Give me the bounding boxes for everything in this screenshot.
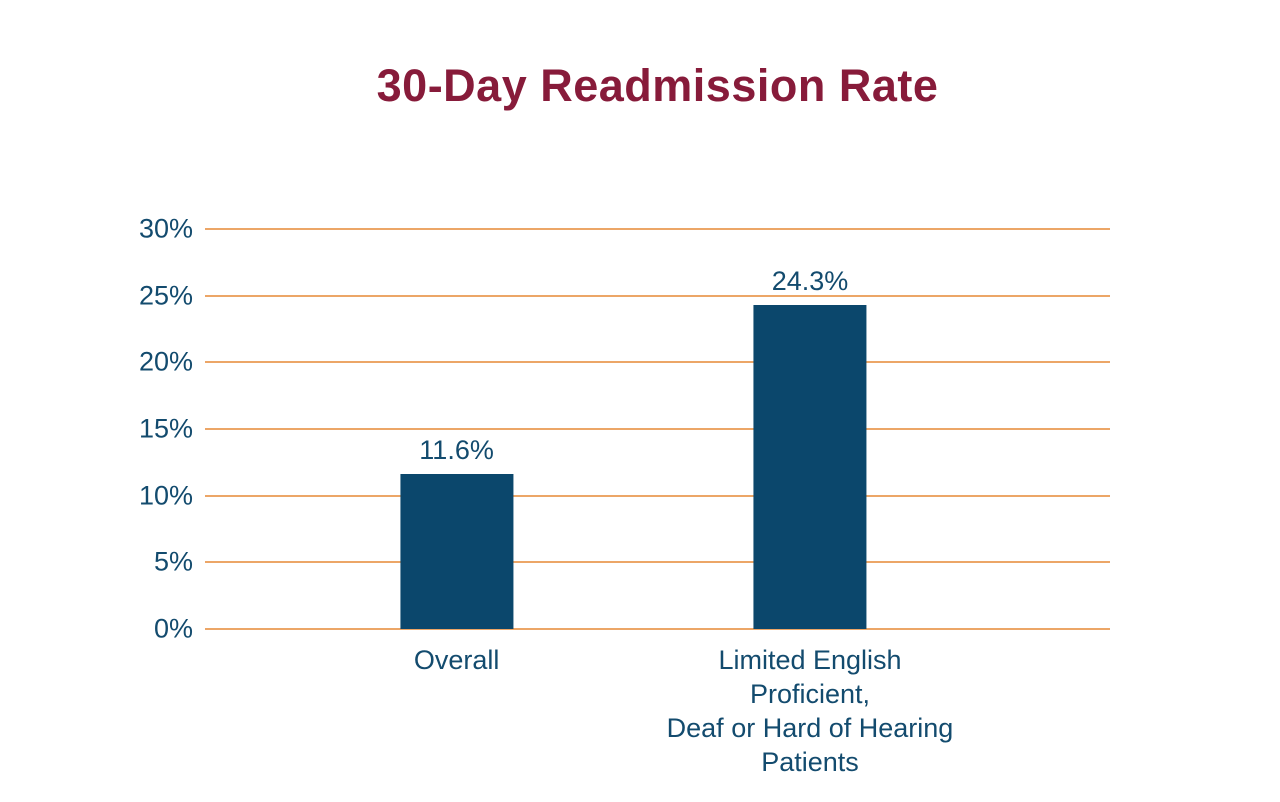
y-axis-tick-label-5%: 5% — [153, 546, 193, 577]
gridline-15%: 15% — [139, 414, 1110, 444]
gridline-10%: 10% — [139, 480, 1110, 510]
category-label-limited-english: Limited English Proficient, Deaf or Hard… — [666, 645, 954, 777]
plot-area: 0% 5% 10% 15% 20% 25% 30% 11.6% Overall 24.3% Limi… — [139, 214, 1110, 777]
y-axis-tick-label-0%: 0% — [153, 613, 193, 644]
y-axis-tick-label-15%: 15% — [138, 413, 193, 444]
gridline-30%: 30% — [139, 214, 1110, 244]
gridline-0%: 0% — [154, 614, 1110, 644]
gridline-25%: 25% — [139, 280, 1110, 310]
gridline-20%: 20% — [139, 347, 1110, 377]
bar-overall — [400, 474, 514, 629]
y-axis-tick-label-25%: 25% — [138, 280, 193, 311]
y-axis-tick-label-30%: 30% — [138, 213, 193, 244]
bar-value-label-limited-english: 24.3% — [771, 266, 849, 296]
bar-limited-english — [753, 305, 867, 629]
category-label-overall: Overall — [413, 645, 500, 675]
y-axis-tick-label-20%: 20% — [138, 346, 193, 377]
y-axis-tick-label-10%: 10% — [138, 480, 193, 511]
gridline-5%: 5% — [154, 547, 1110, 577]
bar-value-label-overall: 11.6% — [419, 435, 494, 466]
chart-title: 30-Day Readmission Rate — [376, 60, 939, 111]
